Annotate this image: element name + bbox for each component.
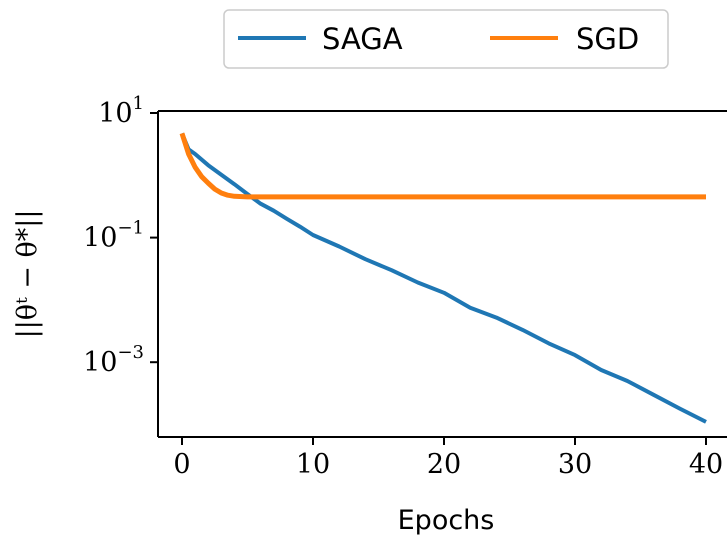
legend: SAGA SGD xyxy=(223,9,669,69)
x-tick-label: 0 xyxy=(173,449,190,480)
x-tick-label: 10 xyxy=(296,449,330,480)
x-axis-label: Epochs xyxy=(398,505,495,536)
x-tick-label: 40 xyxy=(689,449,723,480)
x-ticks: 0 10 20 30 40 xyxy=(173,437,723,480)
plot-area: 0 10 20 30 40 101 10−1 10−3 xyxy=(83,93,727,480)
series-layer xyxy=(179,132,707,424)
y-tick-label: 10−1 xyxy=(83,218,144,254)
y-tick-label: 101 xyxy=(98,93,144,129)
x-tick-label: 30 xyxy=(558,449,592,480)
y-tick-label: 10−3 xyxy=(83,342,144,378)
series-line-saga xyxy=(180,132,707,424)
y-ticks: 101 10−1 10−3 xyxy=(83,93,158,378)
legend-label-saga: SAGA xyxy=(322,22,403,56)
series-line-sgd xyxy=(179,132,706,200)
x-tick-label: 20 xyxy=(427,449,461,480)
legend-box xyxy=(223,9,669,69)
legend-label-sgd: SGD xyxy=(576,22,639,56)
y-axis-label: ||θᵗ − θ*|| xyxy=(12,210,43,339)
